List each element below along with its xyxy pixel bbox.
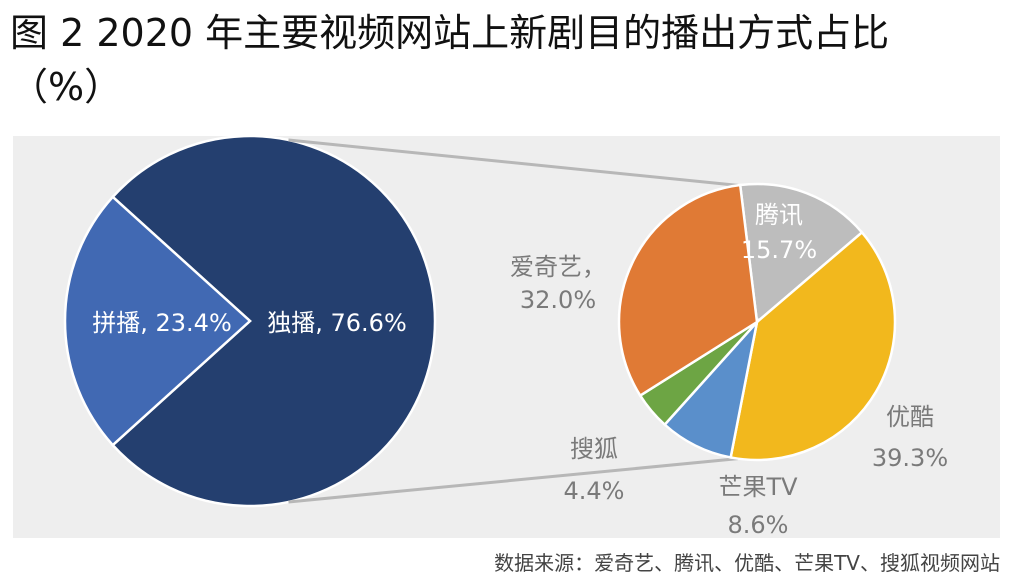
source-note: 数据来源：爱奇艺、腾讯、优酷、芒果TV、搜狐视频网站: [494, 551, 1000, 575]
label-mango-name: 芒果TV: [718, 473, 798, 501]
connector-line-bottom: [288, 457, 738, 504]
label-sohu-name: 搜狐: [570, 435, 618, 463]
chart-title-line1: 图 2 2020 年主要视频网站上新剧目的播出方式占比: [10, 11, 890, 55]
label-tencent-value: 15.7%: [741, 236, 817, 264]
pie-slice-exclusive: [111, 134, 437, 508]
label-sohu-value: 4.4%: [564, 477, 625, 505]
chart-title-line2: （%）: [10, 65, 123, 109]
chart-title: 图 2 2020 年主要视频网站上新剧目的播出方式占比 （%）: [10, 6, 1000, 114]
label-exclusive: 独播, 76.6%: [267, 309, 407, 337]
pie-slice-joint: [63, 195, 252, 447]
label-tencent-name: 腾讯: [755, 201, 803, 229]
label-youku-value: 39.3%: [872, 444, 948, 472]
connector-line-top: [288, 138, 738, 187]
pie-slice-youku: [729, 230, 897, 462]
label-joint: 拼播, 23.4%: [92, 309, 232, 337]
pie-slice-tencent: [738, 182, 864, 325]
pie-slice-iqiyi: [617, 183, 759, 398]
label-iqiyi-name: 爱奇艺，: [510, 253, 606, 281]
label-youku-name: 优酷: [886, 403, 934, 431]
label-iqiyi-value: 32.0%: [520, 286, 596, 314]
label-mango-value: 8.6%: [728, 511, 789, 539]
